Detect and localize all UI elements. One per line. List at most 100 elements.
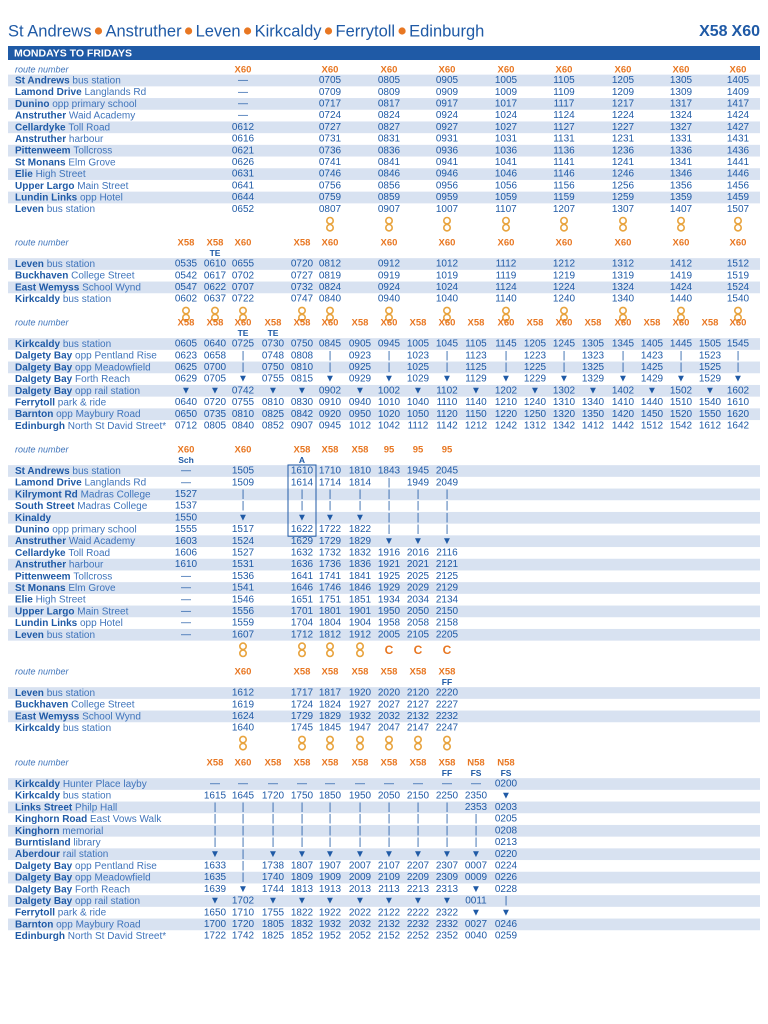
time: 0807: [319, 204, 342, 215]
time: |: [329, 825, 332, 836]
stop: Lamond Drive: [15, 477, 82, 488]
time: —: [181, 571, 191, 582]
stop-name: Dunino opp primary school: [15, 99, 137, 110]
route-number: X58: [207, 238, 224, 249]
stop-place: High Street: [36, 594, 86, 605]
time: 0809: [378, 87, 401, 98]
time: |: [388, 477, 391, 488]
transfer-ring: [211, 306, 220, 315]
route-number: X58: [294, 238, 311, 249]
time: —: [181, 594, 191, 605]
time: 1309: [670, 87, 693, 98]
time: 2307: [436, 861, 459, 872]
row-stripe: [8, 121, 760, 134]
time: ▼: [210, 896, 220, 907]
time: 2353: [465, 802, 488, 813]
stop-place: bus station: [63, 339, 111, 350]
route-number: X58: [439, 758, 456, 769]
time: 1651: [291, 594, 314, 605]
time: 0909: [436, 87, 459, 98]
time: 1456: [727, 180, 750, 191]
stop-name: St Monans Elm Grove: [15, 157, 116, 168]
time: |: [475, 825, 478, 836]
stop: Pittenweem: [15, 145, 71, 156]
time: 2127: [407, 699, 430, 710]
time: 2007: [349, 861, 372, 872]
row-stripe: [8, 871, 760, 884]
stop: Kinghorn Road: [15, 814, 87, 825]
time: 0741: [319, 157, 342, 168]
time: 1807: [291, 861, 314, 872]
time: 0956: [436, 180, 459, 191]
time: 2150: [407, 790, 430, 801]
time: 2252: [407, 931, 430, 942]
route-note: FS: [501, 768, 512, 778]
transfer-ring: [501, 306, 510, 315]
route-number: X58: [352, 758, 369, 769]
stop: South Street: [15, 501, 75, 512]
time: 1958: [378, 618, 401, 629]
time: 1542: [670, 421, 693, 432]
time: |: [242, 814, 245, 825]
time: ▼: [384, 374, 394, 385]
time: |: [388, 512, 391, 523]
stop-name: Dalgety Bay Forth Reach: [15, 374, 130, 385]
time: |: [417, 524, 420, 535]
route-number: X60: [615, 238, 632, 249]
stop: Upper Largo: [15, 180, 74, 191]
header-dot: [398, 27, 406, 35]
transfer-ring: [325, 223, 334, 232]
route-number: X60: [498, 318, 515, 329]
route-number: X60: [439, 318, 456, 329]
stop-place: bus station: [47, 259, 95, 270]
row-stripe: [8, 848, 760, 861]
time: |: [388, 489, 391, 500]
transfer-ring: [676, 223, 685, 232]
time: ▼: [355, 385, 365, 396]
stop-place: North St David Street*: [68, 931, 166, 942]
transfer-icon: [355, 735, 364, 751]
time: |: [329, 814, 332, 825]
stop-name: Anstruther Waid Academy: [15, 110, 135, 121]
time: 0644: [232, 192, 255, 203]
time: 1240: [553, 294, 576, 305]
time: 1224: [553, 282, 576, 293]
stop-place: bus station: [72, 466, 120, 477]
header-dot: [184, 27, 193, 35]
time: 1109: [553, 87, 575, 98]
route-label: route number: [15, 444, 70, 454]
time: 1324: [670, 110, 693, 121]
time: 0924: [436, 110, 459, 121]
transfer-ring: [733, 216, 742, 225]
time: 1927: [349, 699, 372, 710]
route-number: X58: [439, 667, 456, 678]
time: ▼: [442, 536, 452, 547]
days-bar: [8, 46, 760, 60]
time: 1042: [378, 421, 401, 432]
transfer-icon: [239, 735, 248, 751]
time: |: [329, 802, 332, 813]
time: |: [242, 362, 245, 373]
time: 1023: [407, 350, 430, 361]
stop: Anstruther: [15, 536, 66, 547]
time: ▼: [618, 374, 628, 385]
time: |: [242, 802, 245, 813]
time: 1412: [670, 259, 693, 270]
time: —: [181, 477, 191, 488]
time: 2125: [436, 571, 459, 582]
route-number: X58: [381, 758, 398, 769]
time: 1250: [524, 409, 547, 420]
time: ▼: [325, 849, 335, 860]
transfer-ring: [413, 742, 422, 751]
time: 1317: [670, 99, 693, 110]
time: 1615: [204, 790, 227, 801]
stop-name: Cellardyke Toll Road: [15, 548, 110, 559]
stop-place: Toll Road: [68, 122, 110, 133]
time: ▼: [413, 536, 423, 547]
time: 0810: [262, 397, 285, 408]
time: 0756: [319, 180, 342, 191]
transfer-icon: [325, 735, 334, 751]
time: 2021: [407, 559, 430, 570]
route-number: X58: [644, 318, 661, 329]
time: 1745: [291, 723, 314, 734]
